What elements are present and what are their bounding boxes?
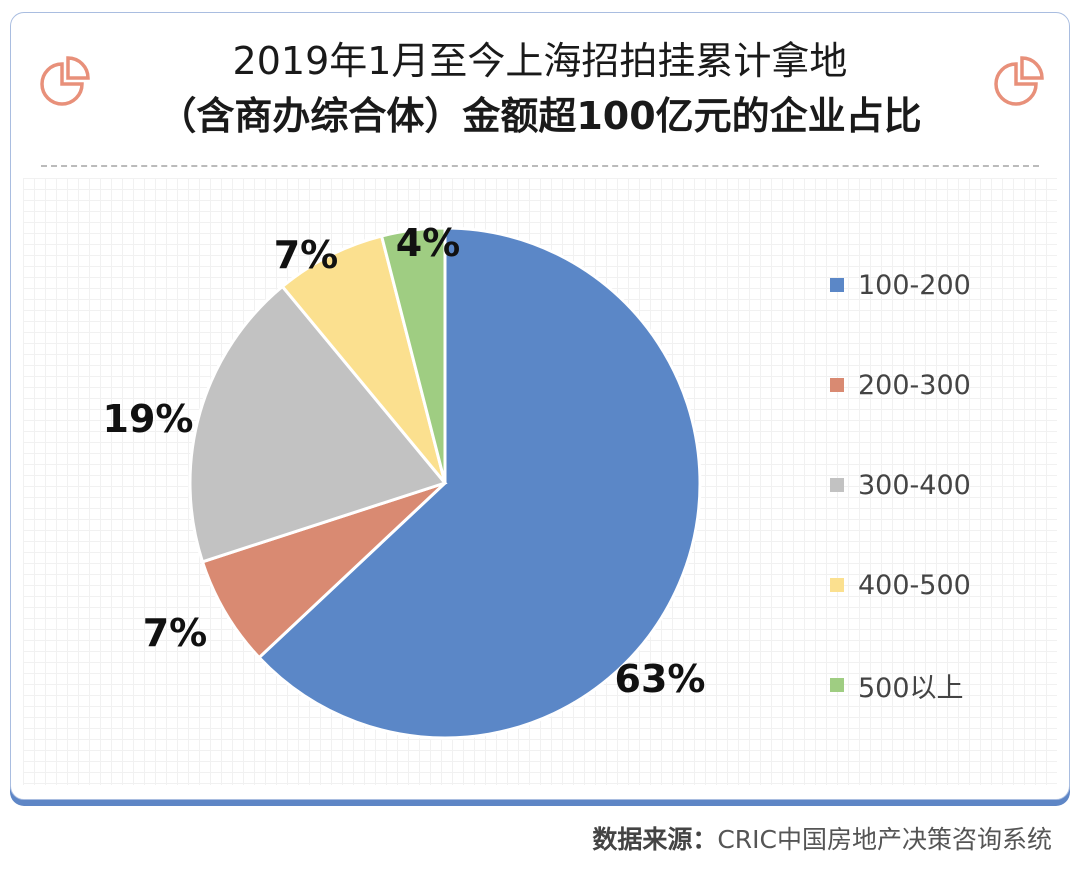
legend-item: 100-200 [830,235,971,335]
data-label: 7% [143,611,208,655]
legend-swatch [830,578,844,592]
data-label: 4% [396,221,461,265]
pie-slice-400-500 [280,234,447,484]
source-text: CRIC中国房地产决策咨询系统 [717,825,1052,854]
legend-swatch [830,278,844,292]
legend-item: 400-500 [830,535,971,635]
legend-item: 200-300 [830,335,971,435]
legend-swatch [830,678,844,692]
pie-slice-200-300 [200,481,447,660]
data-label: 19% [103,397,194,441]
legend-item: 500以上 [830,635,971,735]
chart-title-line2: （含商办综合体）金额超100亿元的企业占比 [158,94,922,138]
pie-slice-300-400 [188,284,448,564]
data-label: 63% [615,657,706,701]
dashed-divider [41,165,1039,167]
legend-label: 500以上 [858,672,964,704]
pie-chart-icon [40,56,90,106]
legend-label: 300-400 [858,469,971,501]
legend-label: 400-500 [858,569,971,601]
source-note: 数据来源：CRIC中国房地产决策咨询系统 [592,820,1052,856]
pie-slice-500以上 [379,226,447,484]
legend-label: 100-200 [858,269,971,301]
legend-swatch [830,378,844,392]
pie-chart-icon [994,56,1044,106]
pie-slice-100-200 [256,226,702,740]
legend-swatch [830,478,844,492]
data-label: 7% [274,233,339,277]
source-label: 数据来源： [592,825,718,854]
legend: 100-200 200-300 300-400 400-500 500以上 [830,270,971,785]
legend-label: 200-300 [858,369,971,401]
legend-item: 300-400 [830,435,971,535]
chart-title-line1: 2019年1月至今上海招拍挂累计拿地 [232,39,848,83]
